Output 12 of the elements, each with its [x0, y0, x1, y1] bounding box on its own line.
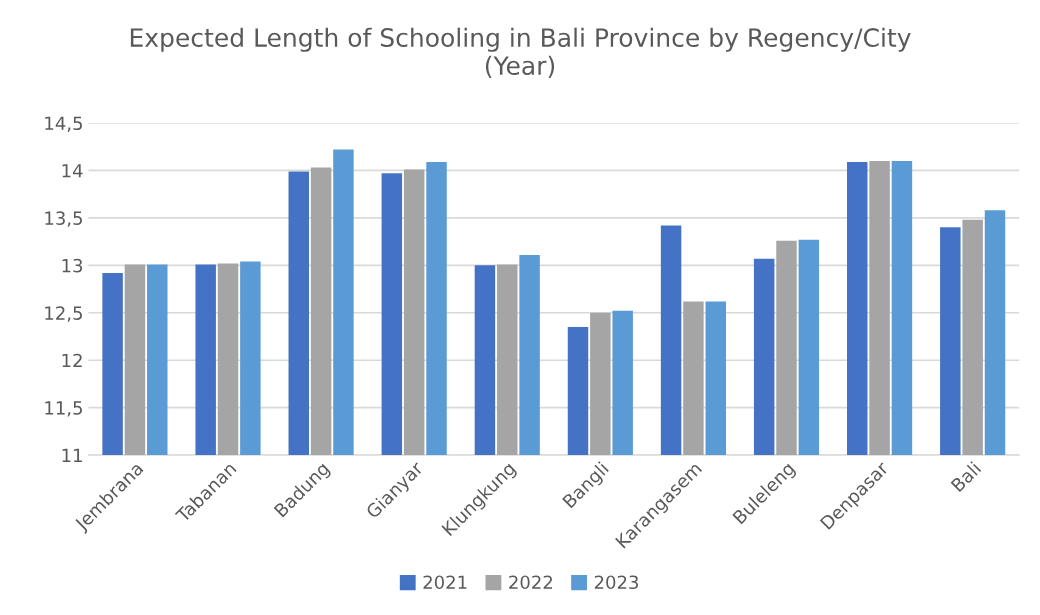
y-tick-label: 14: [62, 164, 83, 178]
legend-label: 2022: [509, 575, 552, 590]
y-tick-label: 11,5: [45, 401, 82, 417]
legend-label: 2021: [423, 575, 467, 590]
y-tick-label: 11: [62, 448, 82, 462]
chart-title: Expected Length of Schooling in Bali Province by Regency/City (Year): [130, 27, 911, 78]
legend-label: 2023: [594, 575, 639, 590]
y-tick-label: 13: [62, 258, 83, 273]
y-tick-label: 14,5: [45, 116, 82, 132]
y-tick-label: 12: [62, 353, 82, 368]
y-tick-label: 12,5: [45, 306, 82, 322]
y-tick-label: 13,5: [45, 211, 82, 227]
